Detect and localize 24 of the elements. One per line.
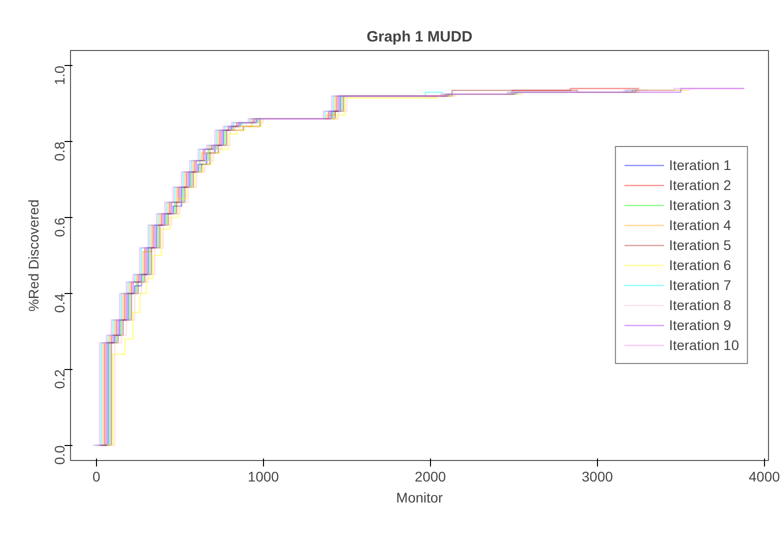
legend-label: Iteration 8 — [668, 297, 732, 313]
legend-label: Iteration 3 — [668, 197, 732, 213]
y-tick-label: 0.0 — [52, 445, 68, 465]
x-tick-label: 0 — [92, 468, 100, 484]
legend-label: Iteration 2 — [668, 177, 732, 193]
x-tick-label: 4000 — [748, 468, 780, 484]
y-tick-label: 0.8 — [52, 141, 68, 162]
x-tick-label: 1000 — [248, 468, 280, 484]
y-tick-label: 0.2 — [52, 369, 68, 389]
legend-label: Iteration 7 — [668, 277, 732, 293]
x-axis-title: Monitor — [396, 490, 444, 506]
legend-label: Iteration 10 — [668, 337, 739, 353]
y-axis-title: %Red Discovered — [26, 199, 42, 312]
x-tick-label: 2000 — [414, 468, 446, 484]
x-tick-label: 3000 — [582, 468, 614, 484]
y-tick-label: 0.6 — [52, 217, 68, 237]
legend-label: Iteration 5 — [668, 237, 732, 253]
legend-label: Iteration 9 — [668, 317, 732, 333]
legend-label: Iteration 4 — [668, 217, 732, 233]
y-tick-label: 0.4 — [52, 293, 68, 313]
legend-label: Iteration 1 — [668, 157, 732, 173]
chart-title: Graph 1 MUDD — [366, 28, 473, 46]
legend-label: Iteration 6 — [668, 257, 732, 273]
y-tick-label: 1.0 — [52, 65, 68, 86]
